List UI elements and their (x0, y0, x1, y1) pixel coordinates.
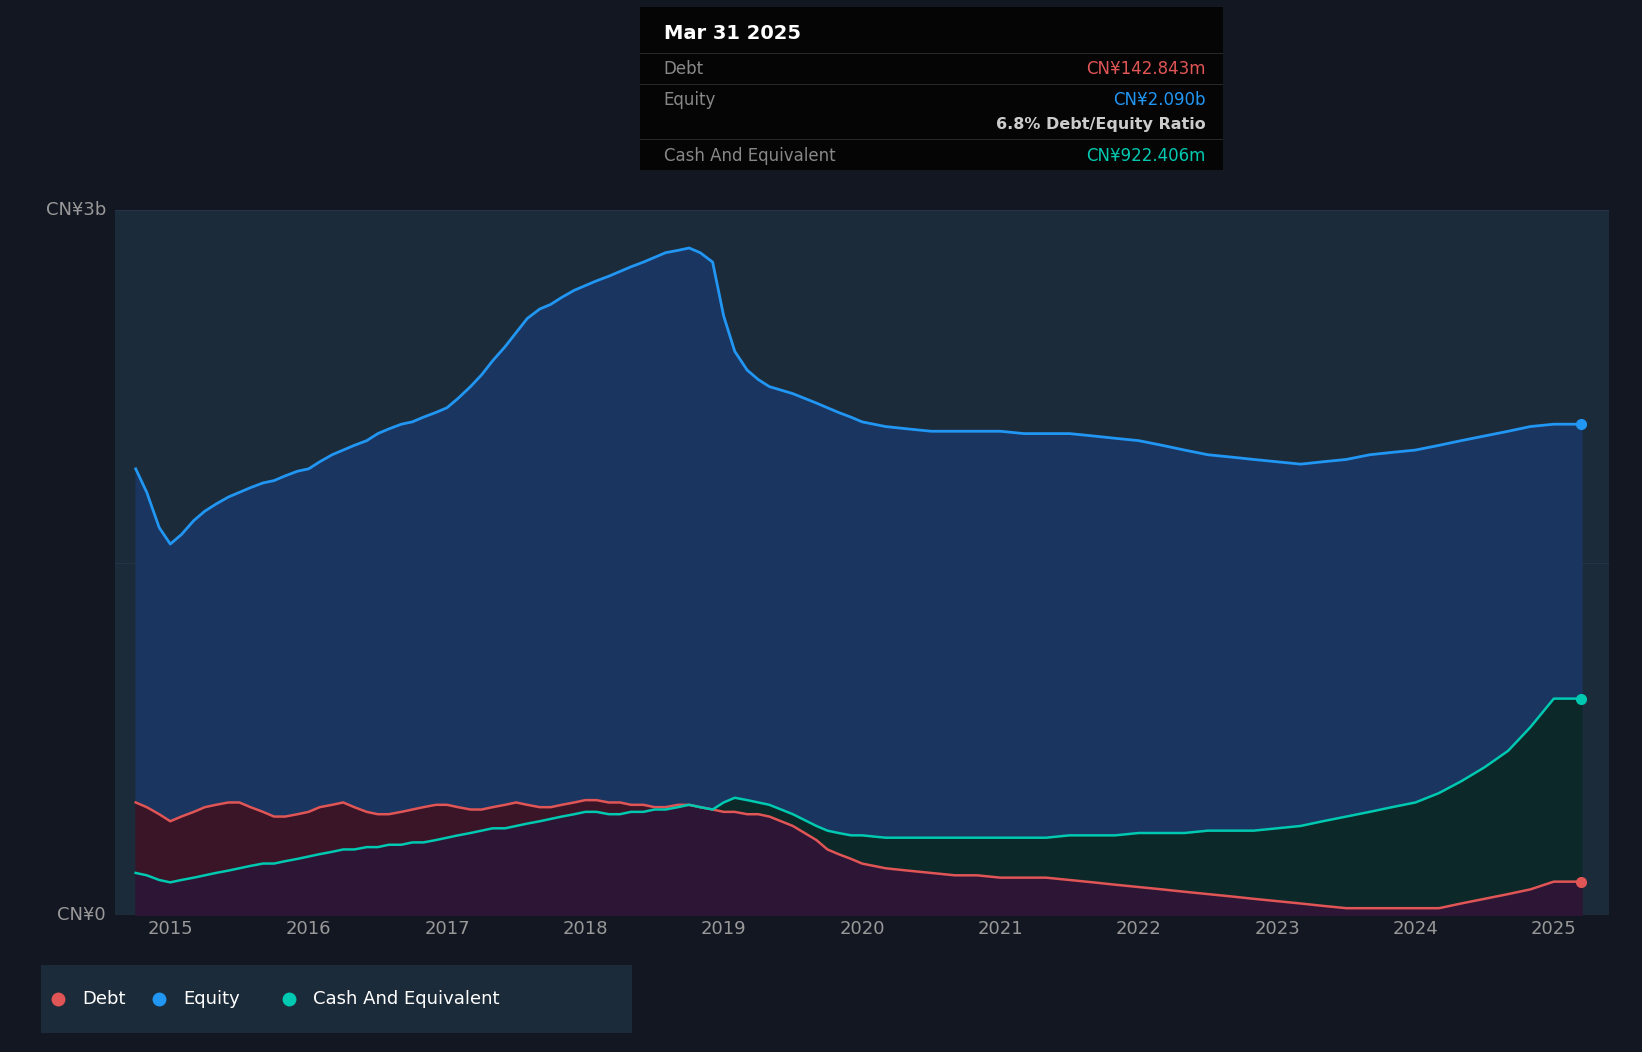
Text: CN¥142.843m: CN¥142.843m (1087, 60, 1205, 78)
Text: Debt: Debt (663, 60, 704, 78)
Text: Equity: Equity (663, 92, 716, 109)
Text: CN¥0: CN¥0 (57, 906, 107, 925)
Text: CN¥2.090b: CN¥2.090b (1113, 92, 1205, 109)
Text: 6.8% Debt/Equity Ratio: 6.8% Debt/Equity Ratio (997, 117, 1205, 133)
Text: Cash And Equivalent: Cash And Equivalent (663, 146, 836, 165)
Text: CN¥3b: CN¥3b (46, 201, 107, 220)
Text: Mar 31 2025: Mar 31 2025 (663, 24, 801, 43)
Text: Equity: Equity (182, 990, 240, 1008)
Text: Debt: Debt (82, 990, 126, 1008)
Text: Cash And Equivalent: Cash And Equivalent (314, 990, 499, 1008)
Text: CN¥922.406m: CN¥922.406m (1087, 146, 1205, 165)
